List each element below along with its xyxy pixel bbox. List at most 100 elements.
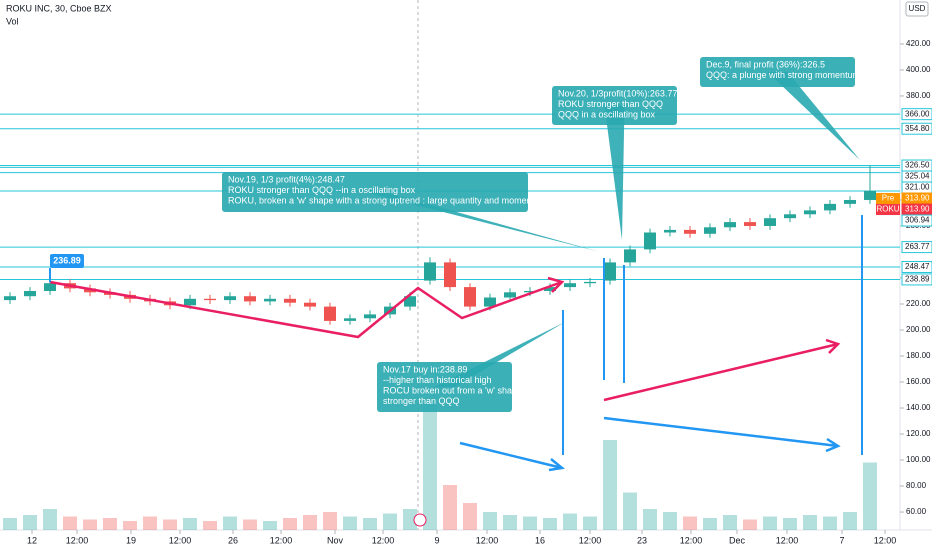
volume-bar — [383, 513, 397, 530]
event-icon[interactable] — [413, 513, 427, 527]
chart-title: ROKU INC, 30, Cboe BZX — [6, 3, 112, 13]
candle-body — [764, 218, 776, 226]
volume-bar — [583, 516, 597, 530]
candle-body — [444, 262, 456, 288]
x-tick-label: Dec — [729, 535, 746, 545]
volume-bar — [643, 509, 657, 530]
candle-body — [504, 292, 516, 298]
candle-body — [224, 296, 236, 301]
currency: USD — [909, 4, 926, 13]
callout-text: --higher than historical high — [383, 375, 492, 385]
x-tick-label: 12:00 — [579, 535, 602, 545]
candle-body — [524, 290, 536, 293]
volume-bar — [243, 519, 257, 530]
candle-body — [784, 214, 796, 219]
candle-body — [44, 283, 56, 291]
callout-pointer — [604, 105, 625, 240]
candle-body — [744, 222, 756, 226]
callout-text: ROKU, broken a 'w' shape with a strong u… — [228, 195, 547, 205]
candle-body — [464, 287, 476, 307]
callout-box — [552, 86, 677, 125]
drawings — [49, 215, 863, 472]
price-label: 325.04 — [905, 172, 930, 181]
y-tick-label: 80.00 — [906, 481, 927, 490]
x-tick-label: 19 — [126, 535, 136, 545]
x-tick-label: 12:00 — [874, 535, 897, 545]
volume-bar — [863, 462, 877, 530]
volume-bar — [303, 515, 317, 530]
price-label: 313.90 — [905, 205, 930, 214]
candle-body — [844, 199, 856, 204]
price-tag-name-box — [876, 204, 900, 216]
price-label: 354.80 — [905, 124, 930, 133]
volume-bar — [103, 518, 117, 530]
volume-bar — [783, 518, 797, 530]
y-tick-label: 380.00 — [906, 91, 931, 100]
volume-bar — [763, 516, 777, 530]
volume-bar — [463, 503, 477, 530]
candle-body — [604, 262, 616, 281]
volume-bar — [523, 516, 537, 530]
w-shape-line — [49, 280, 563, 339]
callout-text: Dec.9, final profit (36%):326.5 — [706, 59, 825, 69]
price-label: 313.90 — [905, 194, 930, 203]
candle-body — [484, 297, 496, 307]
y-tick-label: 200.00 — [906, 325, 931, 334]
price-label: 263.77 — [905, 242, 930, 251]
x-tick-label: 12 — [27, 535, 37, 545]
candle-body — [644, 232, 656, 250]
volume-bar — [3, 518, 17, 530]
volume-bar — [363, 518, 377, 530]
volume-bar — [483, 512, 497, 530]
callout-box — [700, 57, 855, 87]
currency-box[interactable] — [905, 1, 929, 17]
volume-bar — [403, 509, 417, 530]
volume-bar — [423, 402, 437, 530]
price-label: 366.00 — [905, 109, 930, 118]
arrow-head — [825, 437, 841, 453]
candle-body — [24, 290, 36, 297]
volume-bar — [43, 509, 57, 530]
arrow-head — [825, 338, 841, 354]
x-tick-label: 9 — [434, 535, 439, 545]
price-label: 238.89 — [905, 275, 930, 284]
price-label: 321.00 — [905, 183, 930, 192]
candle-body — [704, 227, 716, 234]
y-tick-label: 100.00 — [906, 455, 931, 464]
price-label-box — [901, 108, 932, 121]
callout-text: ROKU stronger than QQQ --in a oscillatin… — [228, 185, 416, 195]
price-label: 306.94 — [905, 216, 930, 225]
candle-body — [264, 298, 276, 302]
candle-body — [244, 296, 256, 302]
annotations: 236.89 Nov.19, 1/3 profit(4%):248.47ROKU … — [49, 57, 860, 412]
y-tick-label: 420.00 — [906, 39, 931, 48]
volume-bar — [543, 518, 557, 530]
candle-body — [584, 281, 596, 284]
axes: 420.00400.00380.00300.00280.00240.00220.… — [27, 39, 932, 545]
candle-body — [724, 222, 736, 228]
price-tag-name: Pre — [882, 194, 895, 203]
volume-bar — [703, 518, 717, 530]
x-tick-label: 23 — [637, 535, 647, 545]
x-tick-label: 16 — [535, 535, 545, 545]
candle-body — [544, 287, 556, 291]
volume-bar — [563, 513, 577, 530]
y-tick-label: 160.00 — [906, 377, 931, 386]
volume-bar — [823, 516, 837, 530]
x-tick-label: 12:00 — [680, 535, 703, 545]
volume-bar — [443, 485, 457, 530]
volume-bar — [623, 492, 637, 530]
price-marker-label: 236.89 — [53, 255, 81, 265]
y-tick-label: 60.00 — [906, 507, 927, 516]
candles-layer — [3, 165, 877, 530]
volume-bar — [503, 515, 517, 530]
price-label-box — [901, 214, 932, 227]
callout-text: Nov.19, 1/3 profit(4%):248.47 — [228, 174, 345, 184]
price-marker-box — [50, 254, 84, 269]
volume-bar — [843, 512, 857, 530]
price-label: 326.50 — [905, 161, 930, 170]
candle-body — [684, 229, 696, 234]
candle-body — [424, 262, 436, 281]
x-tick-label: 12:00 — [66, 535, 89, 545]
